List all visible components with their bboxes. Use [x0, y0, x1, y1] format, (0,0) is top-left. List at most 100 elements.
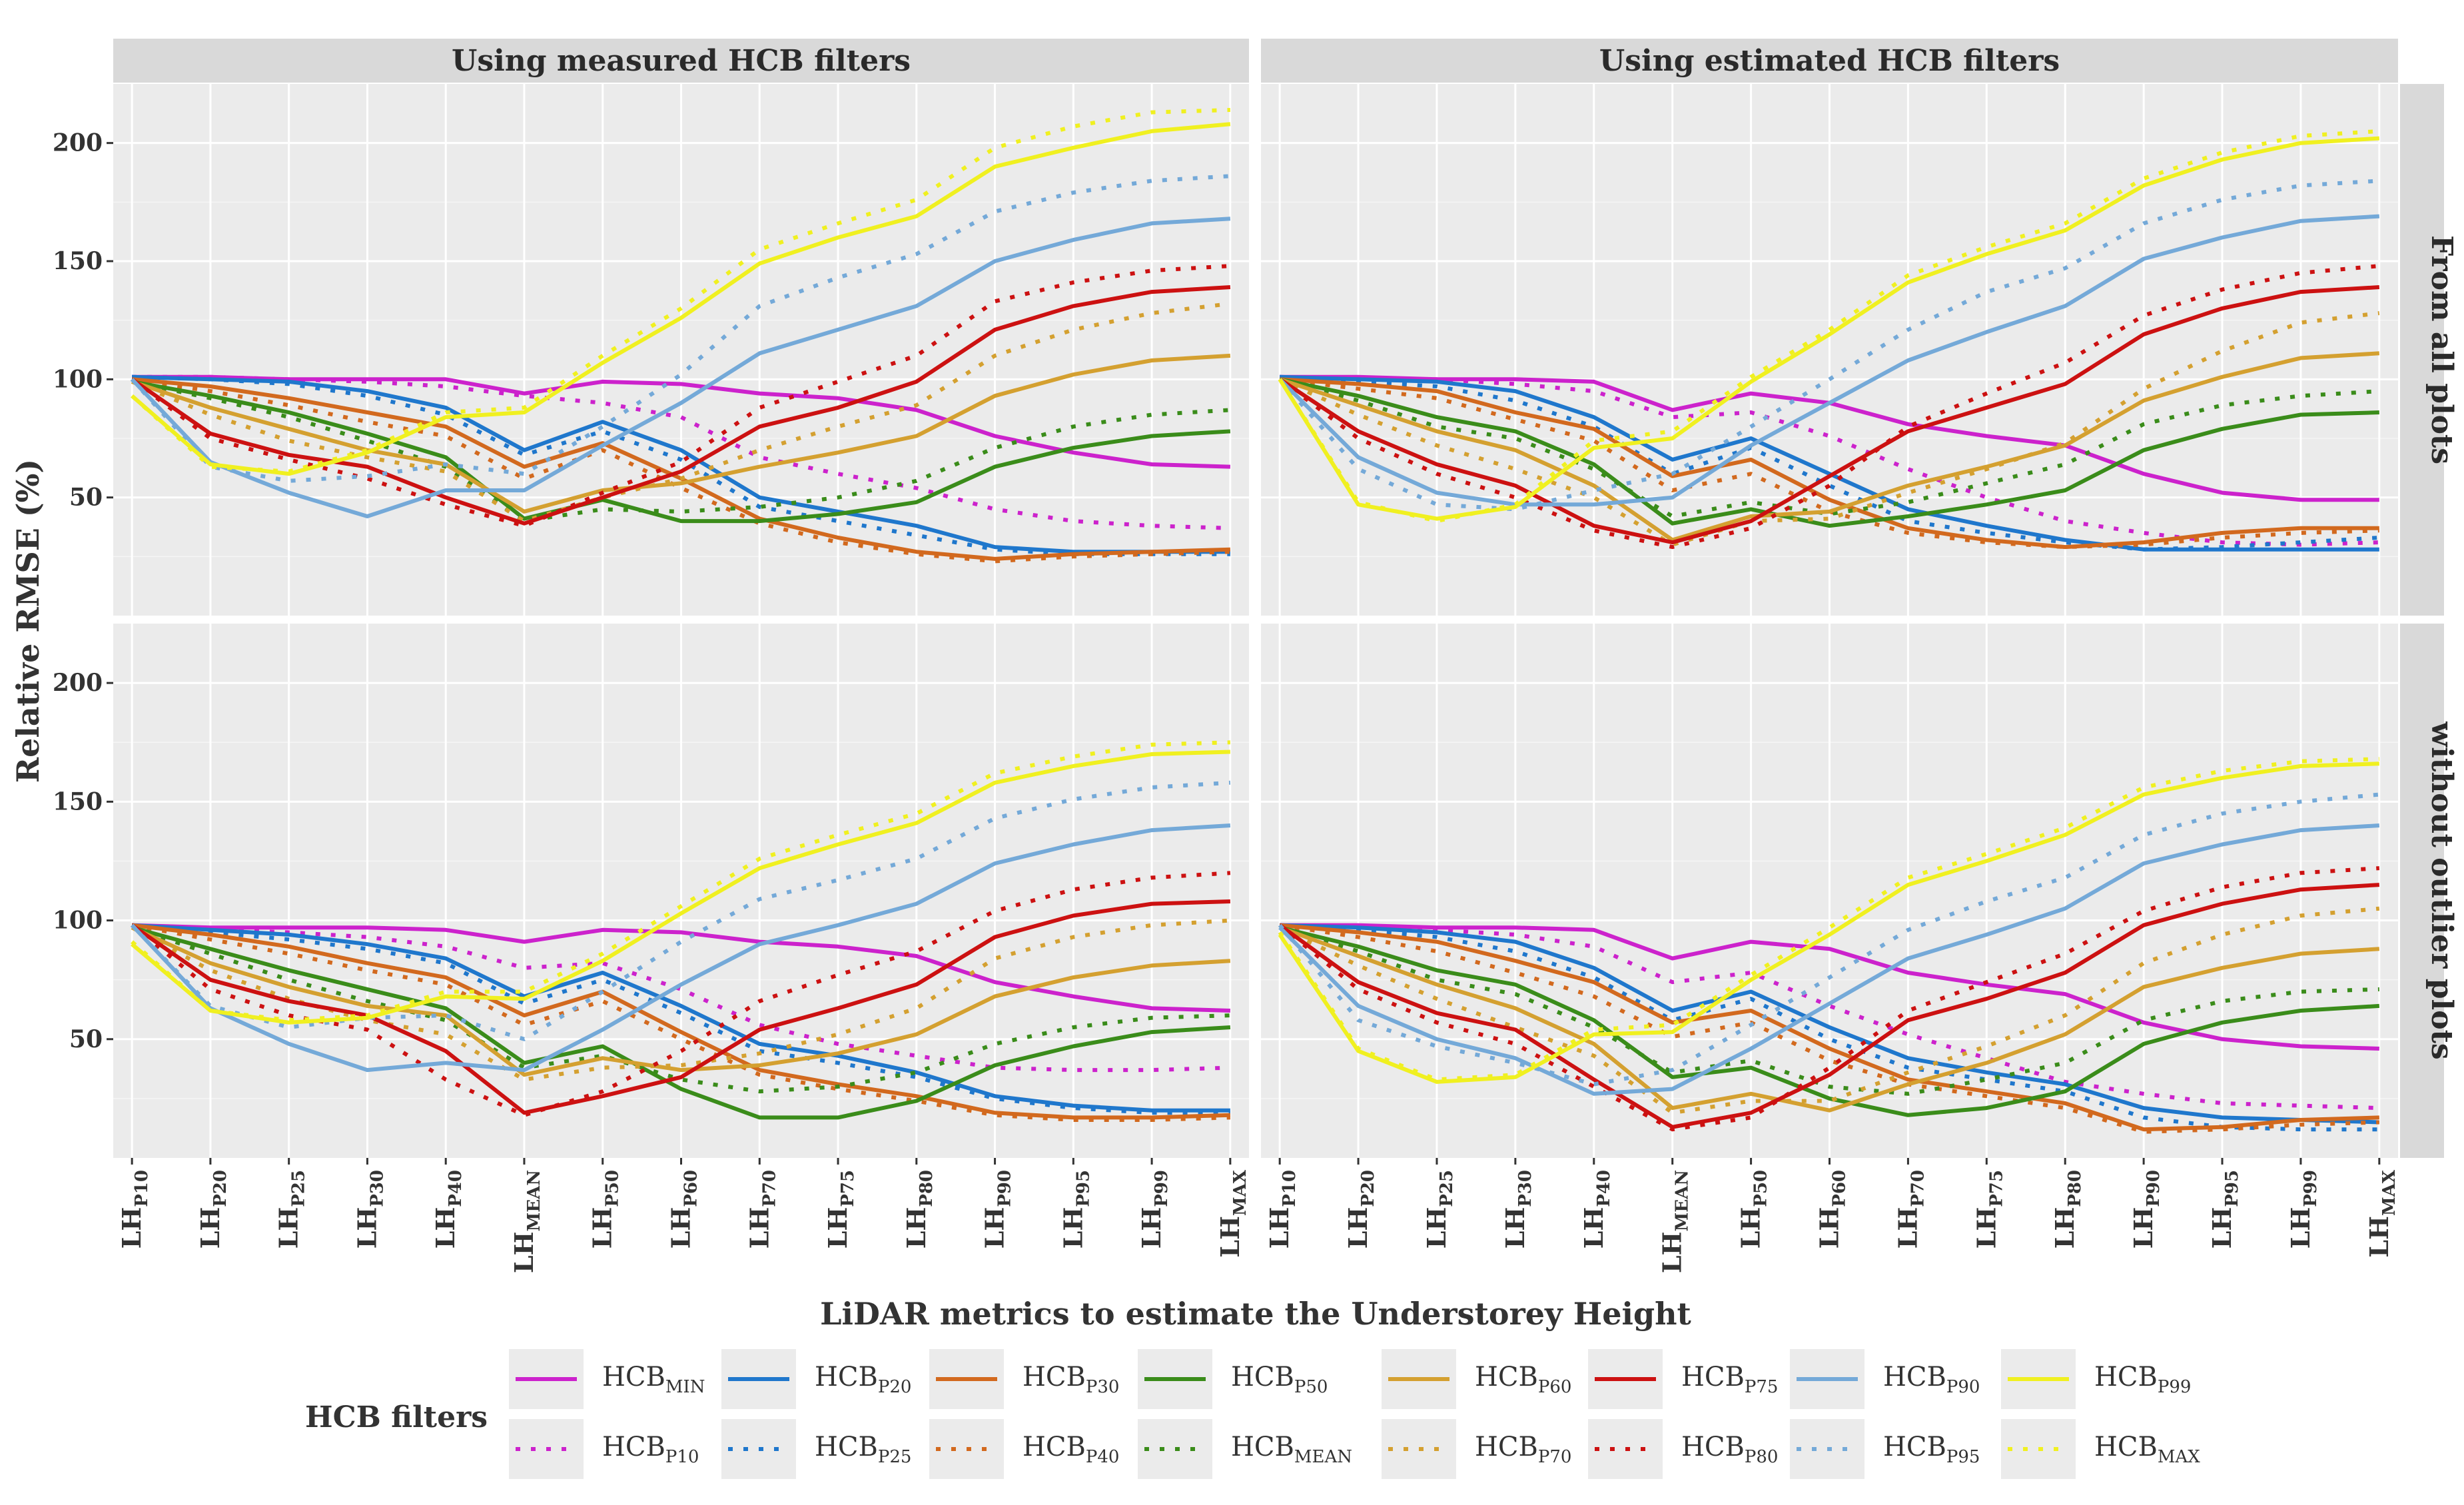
series-line-hcb-p50: [1279, 377, 2379, 528]
series-line-hcb-p50: [131, 925, 1231, 1120]
row-strip: [2400, 84, 2444, 616]
column-strip-label: Using measured HCB filters: [452, 44, 911, 78]
x-tick-label: LHP30: [352, 1170, 387, 1249]
series-line-hcb-min: [1280, 923, 2379, 1051]
series-line-hcb-p20: [1280, 923, 2379, 1125]
series-line-hcb-p95: [1278, 792, 2380, 1087]
x-tick-label: LHP40: [430, 1170, 466, 1249]
series-line-hcb-p80: [1278, 264, 2380, 550]
series-line-hcb-p20: [131, 923, 1230, 1113]
series-line-hcb-max: [1278, 129, 2379, 524]
series-line-hcb-p99: [1278, 136, 2379, 521]
series-line-hcb-mean: [131, 379, 1231, 524]
series-line-hcb-min: [132, 923, 1230, 1013]
series-line-hcb-p80: [1278, 866, 2379, 1132]
legend-label-hcb-p60: HCBP60: [1475, 1362, 1571, 1397]
legend-label-hcb-min: HCBMIN: [602, 1362, 705, 1397]
legend: HCB filters HCBMIN HCBP20 HCBP30 HCBP50 HCBP6…: [305, 1349, 2200, 1479]
series-line-hcb-p75: [131, 899, 1230, 1115]
x-tick-label: LHP75: [823, 1170, 858, 1249]
x-tick-label: LHMEAN: [1657, 1170, 1693, 1273]
y-tick-label: 200: [53, 669, 103, 697]
legend-label-hcb-p20: HCBP20: [815, 1362, 911, 1397]
series-line-hcb-p95: [1278, 179, 2379, 512]
legend-label-hcb-mean: HCBMEAN: [1231, 1432, 1352, 1467]
series-line-hcb-max: [131, 108, 1230, 474]
x-tick-label: LHMEAN: [509, 1170, 544, 1273]
x-axis-title: LiDAR metrics to estimate the Understore…: [820, 1296, 1691, 1332]
x-tick-label: LHP80: [2050, 1170, 2085, 1249]
legend-label-hcb-p80: HCBP80: [1681, 1432, 1778, 1467]
series-line-hcb-p30: [131, 923, 1230, 1120]
x-tick-label: LHP50: [588, 1170, 623, 1249]
x-tick-label: LHP20: [1343, 1170, 1378, 1249]
series-line-hcb-p75: [1278, 285, 2379, 545]
x-tick-label: LHP30: [1500, 1170, 1535, 1249]
row-strip-label: From all plots: [2425, 235, 2459, 464]
series-line-hcb-p25: [1280, 374, 2379, 552]
series-line-hcb-p75: [1278, 883, 2379, 1129]
panel: [1261, 84, 2398, 616]
x-tick-label: LHP95: [2207, 1170, 2242, 1249]
series-line-hcb-p20: [132, 374, 1230, 554]
x-tick-label: LHP90: [2128, 1170, 2164, 1249]
x-tick-label: LHP20: [195, 1170, 230, 1249]
series-line-hcb-p90: [1278, 214, 2379, 507]
legend-label-hcb-p99: HCBP99: [2094, 1362, 2191, 1397]
legend-label-hcb-p70: HCBP70: [1475, 1432, 1571, 1467]
x-tick-label: LHP40: [1579, 1170, 1614, 1249]
series-line-hcb-p50: [131, 379, 1231, 524]
panel: [1261, 624, 2398, 1158]
series-line-hcb-p50: [1279, 925, 2379, 1117]
y-tick-label: 200: [53, 129, 103, 157]
legend-label-hcb-p10: HCBP10: [602, 1432, 699, 1467]
column-strip: [113, 39, 1249, 83]
legend-label-hcb-p75: HCBP75: [1681, 1362, 1778, 1397]
series-line-hcb-p60: [1279, 351, 2379, 542]
series-line-hcb-p60: [1279, 925, 2379, 1113]
x-tick-label: LHP50: [1736, 1170, 1771, 1249]
x-tick-label: LHP75: [1971, 1170, 2006, 1249]
series-line-hcb-p70: [131, 301, 1231, 524]
x-tick-label: LHP99: [2285, 1170, 2321, 1249]
y-tick-label: 150: [53, 787, 103, 815]
series-line-hcb-p40: [1279, 377, 2379, 550]
x-tick-label: LHP70: [744, 1170, 779, 1249]
x-tick-label: LHMAX: [1215, 1169, 1250, 1258]
x-tick-label: LHP80: [901, 1170, 937, 1249]
series-line-hcb-p99: [131, 750, 1230, 1025]
series-line-hcb-p99: [1278, 761, 2379, 1084]
row-strip: [2400, 624, 2444, 1158]
series-line-hcb-p40: [1279, 923, 2379, 1134]
series-line-hcb-p90: [1278, 823, 2379, 1096]
series-line-hcb-p90: [130, 217, 1231, 518]
panel: [113, 84, 1249, 616]
x-tick-label: LHP99: [1136, 1170, 1172, 1249]
series-line-hcb-p25: [1280, 923, 2379, 1132]
series-line-hcb-p75: [131, 285, 1231, 526]
series-line-hcb-p30: [1280, 377, 2379, 550]
legend-label-hcb-p50: HCBP50: [1231, 1362, 1328, 1397]
series-line-hcb-p60: [131, 925, 1231, 1077]
series-line-hcb-p40: [131, 377, 1230, 564]
series-line-hcb-p20: [1280, 374, 2379, 552]
series-line-hcb-p30: [1279, 923, 2379, 1132]
legend-label-hcb-p30: HCBP30: [1023, 1362, 1119, 1397]
x-tick-label: LHP60: [1815, 1170, 1850, 1249]
y-axis-title: Relative RMSE (%): [10, 459, 46, 783]
legend-title: HCB filters: [305, 1400, 488, 1434]
y-tick-label: 100: [53, 365, 103, 393]
series-line-hcb-min: [132, 374, 1230, 469]
legend-label-hcb-p40: HCBP40: [1023, 1432, 1119, 1467]
legend-label-hcb-p95: HCBP95: [1883, 1432, 1980, 1467]
series-line-hcb-p10: [131, 923, 1230, 1073]
legend-label-hcb-p25: HCBP25: [815, 1432, 911, 1467]
y-tick-label: 50: [69, 484, 103, 512]
x-tick-label: LHP25: [1422, 1170, 1457, 1249]
series-line-hcb-p90: [130, 823, 1231, 1073]
column-strip: [1261, 39, 2398, 83]
x-tick-label: LHP70: [1892, 1170, 1928, 1249]
y-tick-label: 100: [53, 907, 103, 935]
series-line-hcb-p95: [130, 780, 1231, 1041]
